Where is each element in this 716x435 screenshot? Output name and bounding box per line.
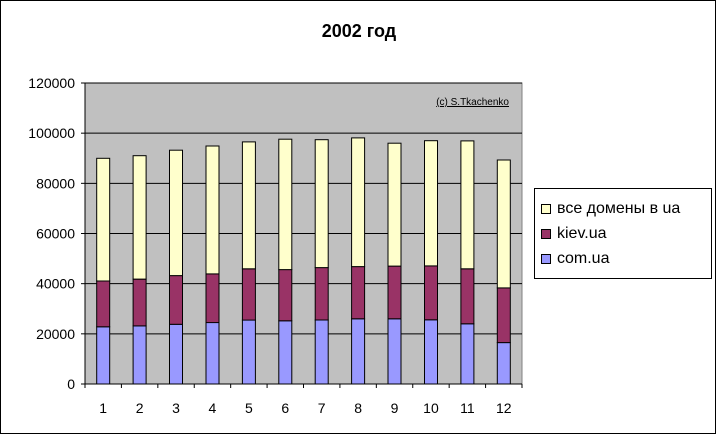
bar-segment <box>205 145 220 275</box>
bar-segment <box>169 323 183 385</box>
bar-segment <box>496 159 511 289</box>
y-tick-label: 120000 <box>28 75 75 91</box>
bar-segment <box>424 140 438 267</box>
bar-segment <box>205 322 220 385</box>
bar-segment <box>424 319 438 385</box>
x-tick-label: 11 <box>460 400 475 416</box>
legend: все домены в ua kiev.ua com.ua <box>534 188 712 279</box>
bar-segment <box>314 319 329 385</box>
bar-segment <box>132 155 147 280</box>
legend-label: все домены в ua <box>557 200 681 217</box>
x-tick-label: 6 <box>281 400 289 416</box>
y-tick-label: 40000 <box>36 276 75 292</box>
bar-segment <box>387 318 402 385</box>
x-tick-label: 1 <box>99 400 107 416</box>
bar-segment <box>351 266 366 320</box>
x-tick-label: 10 <box>423 400 439 416</box>
bar-segment <box>460 268 475 325</box>
x-tick-label: 5 <box>245 400 253 416</box>
bar-segment <box>351 137 366 268</box>
bar-segment <box>96 280 111 328</box>
bar-segment <box>96 326 111 385</box>
bar-segment <box>460 323 475 385</box>
y-tick-label: 100000 <box>28 125 75 141</box>
legend-swatch <box>541 204 551 214</box>
x-tick-label: 9 <box>391 400 399 416</box>
bar-segment <box>169 275 183 325</box>
y-tick-label: 0 <box>67 376 75 392</box>
x-tick-label: 3 <box>172 400 180 416</box>
bar-segment <box>169 149 183 277</box>
bar-segment <box>241 319 256 385</box>
bar-segment <box>132 278 147 327</box>
y-tick-label: 60000 <box>36 226 75 242</box>
bar-segment <box>132 325 147 385</box>
x-tick-label: 7 <box>318 400 326 416</box>
legend-swatch <box>541 229 551 239</box>
legend-label: com.ua <box>557 250 610 267</box>
bar-segment <box>387 265 402 320</box>
y-tick-label: 20000 <box>36 326 75 342</box>
bar-segment <box>387 142 402 267</box>
bar-segment <box>278 138 293 271</box>
bar-segment <box>205 273 220 324</box>
bar-segment <box>424 265 438 321</box>
bar-segment <box>278 320 293 385</box>
legend-swatch <box>541 254 551 264</box>
bar-segment <box>278 269 293 322</box>
bar-segment <box>314 267 329 321</box>
bar-segment <box>496 287 511 344</box>
bar-segment <box>496 342 511 385</box>
legend-label: kiev.ua <box>557 225 607 242</box>
bar-segment <box>96 157 111 282</box>
bar-segment <box>314 139 329 269</box>
x-tick-label: 12 <box>496 400 512 416</box>
x-tick-label: 2 <box>136 400 144 416</box>
chart-title: 2002 год <box>321 21 397 41</box>
x-tick-label: 8 <box>354 400 362 416</box>
bar-segment <box>241 268 256 321</box>
bar-segment <box>460 140 475 270</box>
x-tick-label: 4 <box>209 400 217 416</box>
bar-segment <box>351 318 366 385</box>
bar-segment <box>241 141 256 270</box>
y-tick-label: 80000 <box>36 175 75 191</box>
watermark: (c) S.Tkachenko <box>436 97 509 108</box>
